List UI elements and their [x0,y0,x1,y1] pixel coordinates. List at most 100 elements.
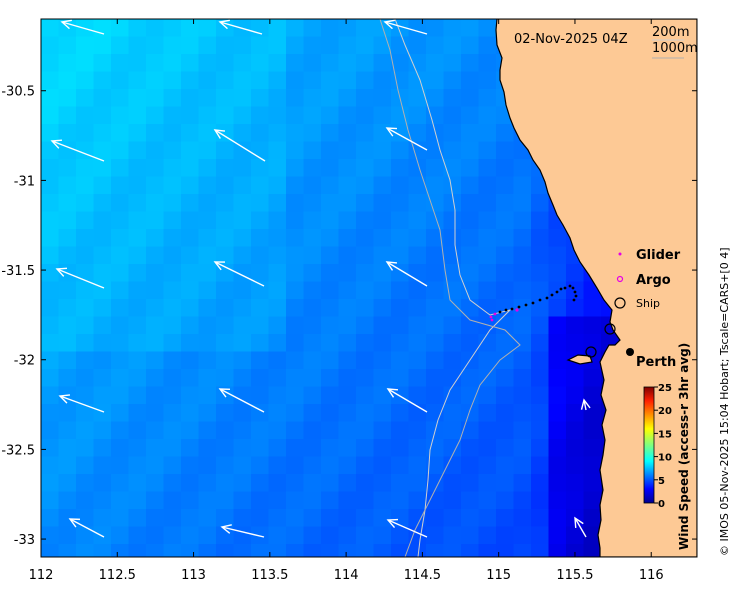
wind-cell [93,71,112,90]
wind-cell [76,334,94,352]
wind-cell [443,71,462,90]
wind-cell [338,36,357,55]
wind-cell [303,36,322,55]
wind-cell [58,299,77,317]
wind-cell [408,89,427,107]
wind-cell [216,194,234,212]
wind-cell [163,106,182,125]
wind-cell [356,404,374,422]
wind-cell [513,351,532,370]
wind-cell [461,491,479,510]
wind-cell [181,421,199,440]
wind-cell [93,404,112,422]
wind-cell [321,316,339,335]
wind-cell [268,299,287,317]
contour-200m [394,19,512,557]
glider-track-point [555,290,559,294]
wind-cell [93,36,112,55]
wind-cell [478,89,497,107]
wind-cell [58,54,77,72]
wind-cell [163,211,182,230]
wind-cell [198,386,217,405]
wind-cell [426,89,444,107]
wind-arrow [213,261,265,287]
wind-arrow [218,388,265,413]
wind-cell [233,89,252,107]
wind-cell [41,141,59,160]
wind-cell [41,544,59,557]
wind-cell [146,246,164,265]
wind-cell [408,544,427,557]
wind-cell [93,421,112,440]
wind-cell [128,439,147,457]
wind-cell [513,229,532,247]
wind-cell [41,439,59,457]
wind-cell [391,281,409,300]
wind-cell [41,229,59,247]
wind-cell [583,474,602,492]
wind-cell [163,456,182,475]
wind-cell [478,474,497,492]
wind-cell [443,176,462,195]
wind-cell [426,334,444,352]
wind-cell [198,141,217,160]
wind-cell [216,369,234,387]
wind-cell [163,194,182,212]
wind-cell [233,439,252,457]
timestamp-label: 02-Nov-2025 04Z [514,32,628,47]
wind-cell [373,334,392,352]
wind-cell [233,386,252,405]
wind-cell [408,19,427,37]
wind-cell [163,316,182,335]
wind-cell [286,281,304,300]
wind-cell [461,19,479,37]
wind-cell [251,456,269,475]
wind-cell [128,264,147,282]
wind-cell [111,71,129,90]
wind-cell [146,421,164,440]
wind-cell [181,54,199,72]
wind-cell [41,36,59,55]
wind-cell [426,299,444,317]
wind-cell [496,474,514,492]
wind-cell [76,351,94,370]
wind-cell [513,334,532,352]
wind-cell [76,491,94,510]
wind-cell [58,316,77,335]
wind-cell [233,369,252,387]
wind-cell [198,491,217,510]
wind-cell [531,334,549,352]
glider-track-point [504,308,508,312]
wind-cell [548,544,567,557]
wind-cell [216,89,234,107]
wind-cell [496,544,514,557]
wind-cell [268,71,287,90]
wind-cell [408,124,427,142]
wind-cell [338,404,357,422]
wind-cell [268,194,287,212]
wind-cell [461,544,479,557]
wind-cell [111,176,129,195]
wind-cell [198,36,217,55]
wind-cell [216,474,234,492]
wind-cell [216,316,234,335]
wind-cell [443,229,462,247]
wind-cell [583,386,602,405]
wind-cell [93,141,112,160]
wind-cell [251,159,269,177]
wind-cell [128,194,147,212]
wind-cell [321,421,339,440]
wind-cell [251,36,269,55]
wind-cell [513,246,532,265]
wind-cell [251,211,269,230]
wind-cell [531,544,549,557]
wind-cell [338,211,357,230]
wind-cell [41,404,59,422]
wind-cell [408,316,427,335]
wind-cell [356,491,374,510]
wind-cell [111,351,129,370]
observation-markers: Perth [489,284,676,370]
wind-cell [286,211,304,230]
wind-cell [216,141,234,160]
wind-cell [338,124,357,142]
